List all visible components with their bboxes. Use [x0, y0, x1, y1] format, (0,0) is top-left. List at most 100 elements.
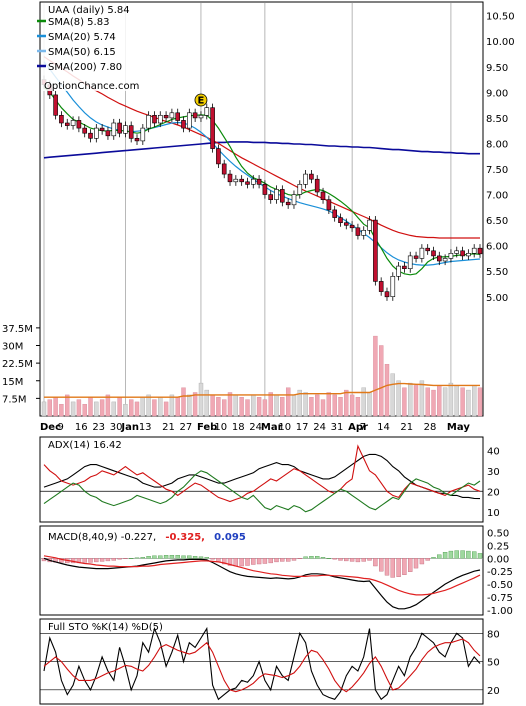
- price-panel: 10.50 10.00 9.50 9.00 8.50 8.00 7.50 7.00 6.50 6.…: [2, 1, 515, 522]
- volume-bar: [256, 397, 262, 417]
- macd-histogram-bar: [303, 556, 308, 559]
- volume-y-tick: 30M: [2, 342, 23, 353]
- x-tick: 17: [296, 422, 309, 433]
- macd-histogram-bar: [297, 558, 302, 559]
- volume-bar: [402, 387, 407, 417]
- price-y-tick: 7.00: [486, 191, 508, 202]
- earnings-letter: E: [197, 96, 204, 107]
- x-tick: 23: [92, 422, 105, 433]
- volume-bar: [146, 394, 151, 417]
- candle-body: [262, 184, 268, 195]
- candle-body: [65, 122, 70, 126]
- candle-body: [407, 255, 413, 269]
- volume-bar: [245, 399, 250, 417]
- macd-histogram-bar: [169, 555, 175, 559]
- earnings-circle: [194, 93, 208, 107]
- sma50-line: [43, 56, 480, 239]
- candle-body: [373, 219, 378, 282]
- x-tick: Apr: [348, 422, 368, 433]
- macd-histogram-bar: [355, 558, 361, 563]
- macd-histogram-bar: [256, 558, 262, 565]
- macd-histogram-bar: [233, 558, 239, 567]
- candle-body: [256, 178, 262, 185]
- candle-body: [88, 132, 93, 139]
- volume-bar: [181, 387, 186, 417]
- macd-histogram-bar: [315, 556, 320, 559]
- candle-body: [477, 247, 483, 255]
- sto-series-line: [43, 638, 481, 693]
- volume-bar: [262, 399, 268, 417]
- candle-body: [396, 265, 401, 277]
- legend-entry: SMA(50) 6.15: [48, 47, 116, 58]
- macd-histogram-bar: [210, 558, 215, 560]
- volume-bar: [291, 394, 297, 417]
- volume-bar: [344, 389, 349, 417]
- volume-y-tick: 7.5M: [2, 394, 27, 405]
- macd-histogram-bar: [59, 558, 64, 563]
- volume-bar: [163, 401, 169, 417]
- macd-histogram-bar: [408, 558, 413, 572]
- x-tick: 21: [162, 422, 175, 433]
- indicator-y-tick: -0.75: [487, 593, 513, 604]
- volume-bar: [53, 397, 58, 417]
- legend-entry: SMA(8) 5.83: [48, 17, 109, 28]
- candle-body: [378, 281, 384, 292]
- candle-body: [297, 184, 303, 195]
- macd-histogram-bar: [454, 550, 459, 559]
- volume-bar: [320, 399, 326, 417]
- volume-bar: [408, 382, 413, 417]
- ticker-label: UAA (daily) 5.84: [48, 5, 130, 16]
- volume-bar: [198, 382, 204, 417]
- macd-histogram-bar: [361, 558, 366, 562]
- volume-bar: [454, 385, 459, 417]
- macd-histogram-bar: [379, 558, 384, 572]
- volume-bar: [175, 397, 180, 417]
- macd-series-line: [43, 557, 481, 610]
- volume-bar: [64, 394, 70, 417]
- candle-body: [134, 138, 140, 142]
- price-y-tick: 5.50: [486, 267, 508, 278]
- price-y-tick: 10.50: [486, 12, 515, 23]
- macd-histogram-bar: [402, 558, 407, 575]
- earnings-marker: E: [194, 93, 208, 107]
- candle-body: [442, 258, 448, 262]
- volume-average-line: [44, 382, 480, 398]
- macd-signal-value: -0.325,: [165, 532, 205, 543]
- volume-bar: [221, 399, 227, 417]
- volume-bar: [309, 397, 314, 417]
- volume-bar: [152, 399, 157, 417]
- candle-body: [140, 127, 146, 142]
- x-tick: Dec: [40, 422, 61, 433]
- adx-panel: 40 30 20 10 ADX(14) 16.42: [39, 436, 500, 523]
- macd-histogram-bar: [338, 558, 343, 561]
- candle-body: [402, 265, 407, 270]
- volume-bar: [384, 364, 390, 417]
- candle-body: [233, 178, 239, 183]
- x-tick: 14: [377, 422, 390, 433]
- candle-body: [320, 191, 326, 200]
- candle-body: [448, 253, 454, 259]
- macd-histogram-bar: [123, 558, 128, 559]
- macd-histogram-bar: [94, 558, 99, 563]
- macd-histogram-bar: [227, 558, 233, 566]
- x-tick: 18: [232, 422, 245, 433]
- macd-histogram-bar: [413, 558, 419, 569]
- macd-histogram-bar: [373, 558, 378, 567]
- volume-y-tick: 37.5M: [2, 324, 33, 335]
- macd-histogram-bar: [163, 555, 169, 559]
- macd-histogram-bar: [88, 558, 93, 563]
- price-y-tick: 9.00: [486, 88, 508, 99]
- candle-body: [291, 194, 297, 206]
- macd-histogram-bar: [280, 558, 285, 562]
- macd-histogram-bar: [146, 556, 151, 559]
- volume-bar: [373, 335, 378, 417]
- volume-bar: [315, 394, 320, 417]
- candle-body: [413, 255, 419, 259]
- indicator-y-tick: -0.25: [487, 567, 513, 578]
- candle-body: [384, 291, 390, 298]
- x-tick: 7: [360, 422, 366, 433]
- candle-body: [117, 122, 122, 134]
- candle-body: [332, 209, 338, 218]
- indicator-y-tick: -1.00: [487, 606, 513, 617]
